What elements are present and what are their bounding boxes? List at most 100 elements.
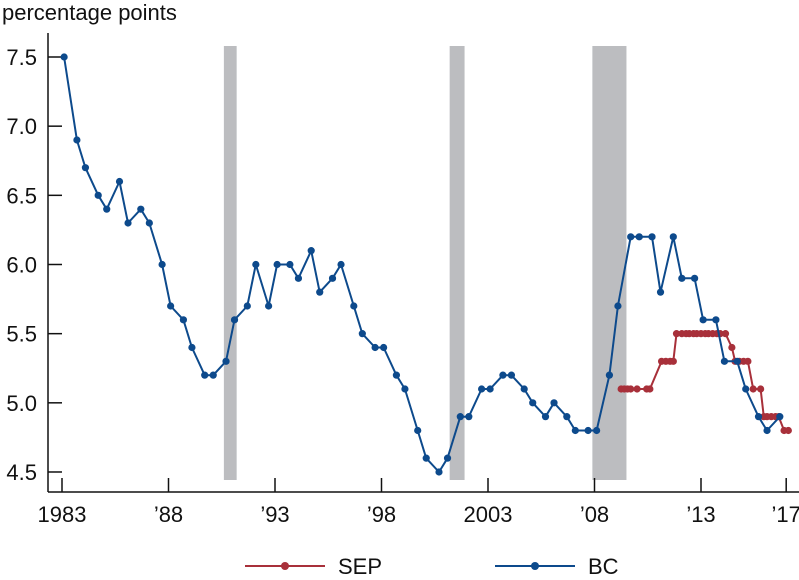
- data-point: [742, 385, 750, 393]
- data-point: [286, 260, 294, 269]
- data-point: [678, 274, 686, 282]
- recession-bars: [223, 46, 627, 480]
- legend-label: SEP: [338, 554, 382, 579]
- data-point: [529, 399, 537, 407]
- data-point: [350, 302, 358, 310]
- data-point: [635, 233, 643, 241]
- data-point: [776, 413, 784, 421]
- data-point: [188, 343, 196, 352]
- data-point: [273, 260, 281, 269]
- recession-bar: [223, 46, 237, 480]
- recession-bar: [592, 46, 627, 480]
- data-point: [571, 426, 579, 435]
- data-point: [486, 385, 494, 393]
- data-point: [294, 274, 303, 282]
- data-point: [712, 316, 720, 324]
- data-point: [541, 413, 550, 421]
- data-point: [137, 205, 145, 213]
- data-point: [669, 233, 677, 241]
- data-point: [380, 343, 388, 352]
- data-point: [478, 385, 486, 393]
- data-point: [94, 191, 102, 199]
- data-point: [672, 330, 681, 338]
- data-point: [648, 233, 656, 241]
- data-point: [73, 136, 81, 144]
- data-point: [307, 247, 315, 255]
- data-point: [265, 302, 273, 310]
- y-tick-label: 5.5: [6, 322, 37, 347]
- y-tick-label: 7.5: [6, 45, 37, 70]
- x-tick-label: 2003: [464, 502, 513, 527]
- data-point: [507, 371, 516, 379]
- data-point: [179, 316, 188, 324]
- data-point: [550, 399, 558, 407]
- data-point: [435, 468, 443, 476]
- data-point: [443, 454, 452, 462]
- data-point: [358, 330, 366, 338]
- x-tick-label: ’98: [367, 502, 396, 527]
- x-tick-label: 1983: [38, 502, 87, 527]
- data-point: [744, 357, 752, 365]
- data-point: [456, 413, 464, 421]
- data-point: [414, 426, 422, 435]
- x-tick-label: ’08: [580, 502, 609, 527]
- data-point: [646, 385, 654, 393]
- data-point: [158, 260, 166, 269]
- data-point: [316, 288, 324, 296]
- y-tick-label: 6.5: [6, 183, 37, 208]
- data-point: [124, 219, 132, 227]
- x-tick-label: ’17: [772, 502, 799, 527]
- y-tick-label: 7.0: [6, 114, 37, 139]
- data-point: [167, 302, 175, 310]
- data-point: [337, 260, 345, 269]
- legend-label: BC: [588, 554, 619, 579]
- data-point: [691, 274, 699, 282]
- data-point: [520, 385, 528, 393]
- y-tick-label: 6.0: [6, 252, 37, 277]
- data-point: [115, 177, 124, 186]
- data-point: [699, 316, 707, 324]
- legend: SEP BC: [245, 554, 619, 579]
- data-point: [669, 357, 677, 365]
- data-point: [499, 371, 507, 379]
- data-point: [757, 385, 765, 393]
- y-axis-title: percentage points: [2, 0, 177, 25]
- legend-marker: [281, 562, 289, 570]
- series-line: [63, 56, 781, 473]
- legend-marker: [531, 562, 539, 570]
- y-tick-label: 5.0: [6, 391, 37, 416]
- data-point: [103, 205, 111, 213]
- data-point: [633, 385, 641, 393]
- data-point: [749, 385, 757, 393]
- data-point: [721, 330, 730, 338]
- x-tick-label: ’88: [154, 502, 183, 527]
- data-point: [720, 357, 729, 365]
- data-point: [252, 260, 260, 269]
- data-point: [60, 53, 68, 61]
- series-lines: [60, 53, 792, 476]
- data-point: [656, 288, 665, 296]
- x-tick-label: ’93: [260, 502, 289, 527]
- data-point: [627, 385, 635, 393]
- data-point: [243, 302, 251, 310]
- data-point: [465, 413, 473, 421]
- data-point: [81, 164, 90, 172]
- data-point: [392, 371, 401, 379]
- data-point: [733, 357, 741, 365]
- data-point: [593, 426, 601, 435]
- data-point: [230, 316, 239, 324]
- recession-bar: [449, 46, 465, 480]
- y-tick-label: 4.5: [6, 460, 37, 485]
- x-tick-label: ’13: [686, 502, 715, 527]
- data-point: [422, 454, 430, 462]
- data-point: [563, 413, 571, 421]
- data-point: [222, 357, 230, 365]
- data-point: [728, 343, 736, 352]
- data-point: [401, 385, 409, 393]
- data-point: [145, 219, 153, 227]
- data-point: [754, 413, 763, 421]
- data-point: [209, 371, 217, 379]
- series-sep: [617, 330, 792, 435]
